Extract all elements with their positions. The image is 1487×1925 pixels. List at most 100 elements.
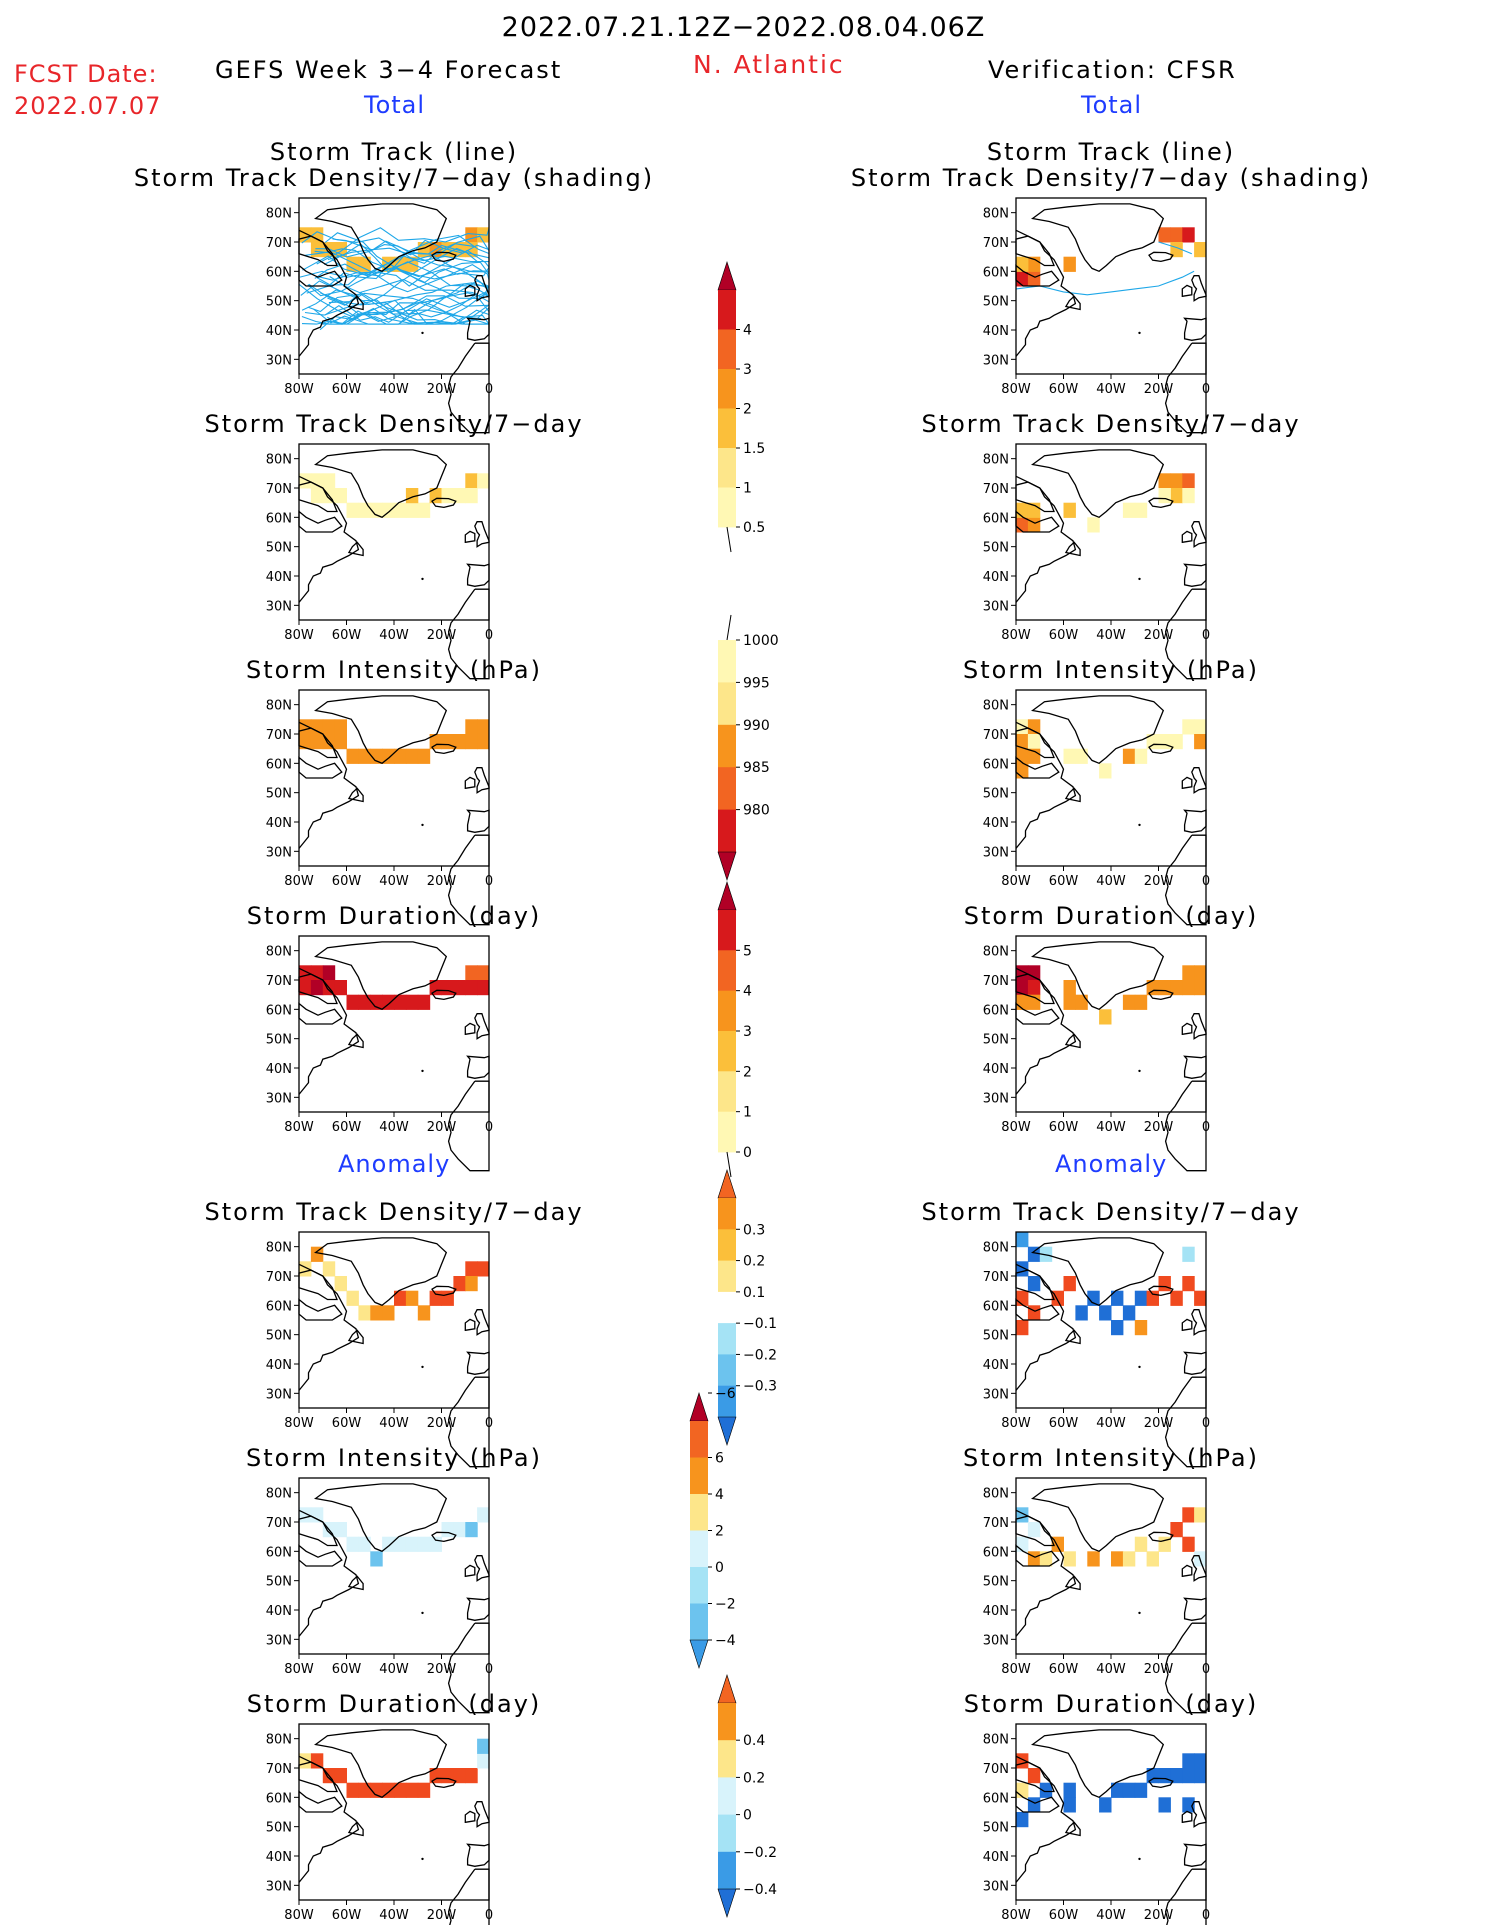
lon-tick-label: 20W bbox=[427, 874, 457, 889]
heat-cell bbox=[1158, 227, 1171, 243]
heat-cell bbox=[1158, 1276, 1171, 1292]
heat-cell bbox=[429, 488, 442, 504]
lat-tick-label: 50N bbox=[983, 1821, 1009, 1836]
heat-cell bbox=[1158, 1536, 1171, 1552]
colorbar-tick-label: 4 bbox=[743, 323, 752, 339]
heat-cell bbox=[1170, 242, 1183, 258]
colorbar-tick-label: 6 bbox=[715, 1451, 724, 1467]
panel-title: Storm Duration (day) bbox=[963, 1690, 1259, 1718]
heat-cell bbox=[429, 734, 442, 750]
heat-cell bbox=[358, 1305, 371, 1321]
colorbar-tick-label: 5 bbox=[743, 943, 752, 959]
coastline bbox=[298, 1761, 338, 1793]
coastline bbox=[1183, 1597, 1207, 1621]
heat-cell bbox=[1111, 1551, 1124, 1567]
coastline bbox=[1031, 203, 1165, 273]
heat-cell bbox=[1134, 1536, 1148, 1552]
coastline bbox=[347, 295, 364, 311]
coastline bbox=[464, 1022, 476, 1036]
heat-cell bbox=[310, 1753, 324, 1769]
coastlines bbox=[298, 203, 490, 434]
heat-cell bbox=[477, 965, 490, 981]
lon-tick-label: 20W bbox=[1144, 1416, 1174, 1431]
panel-title: Storm Intensity (hPa) bbox=[963, 656, 1259, 684]
lon-tick-label: 20W bbox=[1144, 1908, 1174, 1923]
heat-cell bbox=[477, 1753, 490, 1769]
coastline bbox=[466, 317, 490, 341]
lat-tick-label: 40N bbox=[983, 1062, 1009, 1077]
storm-track-line bbox=[326, 285, 490, 325]
coastlines bbox=[1015, 695, 1207, 926]
colorbar-arrow-bottom bbox=[689, 1639, 709, 1669]
lon-tick-label: 40W bbox=[1096, 1908, 1126, 1923]
heat-cell bbox=[1075, 748, 1088, 764]
storm-track-line bbox=[301, 283, 489, 325]
colorbar-segment bbox=[718, 809, 736, 853]
coastline bbox=[1164, 342, 1207, 434]
colorbar-segment bbox=[718, 1777, 736, 1815]
heat-cell bbox=[346, 1536, 359, 1552]
coastline bbox=[298, 973, 338, 1005]
coastline bbox=[1015, 1755, 1077, 1883]
heat-cell bbox=[394, 502, 407, 518]
lat-tick-label: 80N bbox=[266, 1487, 292, 1502]
heat-cell bbox=[465, 1522, 478, 1538]
heat-cell bbox=[394, 1290, 407, 1306]
lon-tick-label: 40W bbox=[379, 1416, 409, 1431]
heat-cell bbox=[1016, 1290, 1029, 1306]
lon-tick-label: 0 bbox=[1202, 1120, 1210, 1135]
coastline bbox=[1015, 510, 1060, 533]
lon-tick-label: 20W bbox=[427, 1662, 457, 1677]
coastline bbox=[298, 510, 343, 533]
heat-cell bbox=[334, 719, 347, 735]
panel-title: Storm Track (line) bbox=[986, 138, 1236, 166]
heat-cell bbox=[334, 1276, 347, 1292]
lon-tick-label: 60W bbox=[1049, 1908, 1079, 1923]
heat-cell bbox=[1027, 271, 1041, 287]
coastline bbox=[1015, 481, 1055, 513]
coastline bbox=[474, 767, 490, 794]
forecast-anomaly-heading: Anomaly bbox=[338, 1150, 451, 1178]
coastline bbox=[1015, 1515, 1055, 1547]
lon-tick-label: 40W bbox=[1096, 1416, 1126, 1431]
heat-cell bbox=[405, 1782, 419, 1798]
colorbar-tick-label: 0.4 bbox=[743, 1733, 765, 1749]
lat-tick-label: 70N bbox=[266, 728, 292, 743]
colorbar-tick-label: −0.4 bbox=[743, 1882, 777, 1898]
coastline bbox=[314, 1729, 448, 1799]
lat-tick-label: 80N bbox=[266, 207, 292, 222]
heat-cell bbox=[1099, 763, 1112, 779]
heat-cell bbox=[310, 719, 324, 735]
coastline bbox=[298, 481, 338, 513]
coastline bbox=[298, 756, 343, 779]
lat-tick-label: 80N bbox=[983, 453, 1009, 468]
heat-cell bbox=[1027, 517, 1041, 533]
heat-cell bbox=[1016, 1536, 1029, 1552]
lat-tick-label: 70N bbox=[266, 974, 292, 989]
colorbar-tick-label: 1 bbox=[743, 1105, 752, 1121]
colorbar-segment bbox=[718, 1291, 736, 1324]
heat-cell bbox=[405, 1290, 419, 1306]
coastline bbox=[298, 727, 338, 759]
island-dot bbox=[421, 1857, 424, 1861]
heat-cell bbox=[310, 1246, 324, 1262]
coastline bbox=[1164, 834, 1207, 926]
storm-track-line bbox=[298, 280, 490, 317]
panel-title: Storm Duration (day) bbox=[246, 1690, 542, 1718]
date-range-title: 2022.07.21.12Z−2022.08.04.06Z bbox=[501, 12, 986, 43]
map-fc_anom_intensity: 80N 70N 60N 50N 40N 30N 80W 60W 40W 20W 0 bbox=[266, 1477, 493, 1714]
lat-tick-label: 40N bbox=[983, 1850, 1009, 1865]
heat-cell bbox=[1158, 980, 1171, 996]
coastline bbox=[298, 1263, 360, 1391]
heat-cell bbox=[310, 734, 324, 750]
lat-tick-label: 60N bbox=[983, 757, 1009, 772]
heat-cell bbox=[1122, 1782, 1136, 1798]
storm-track-line bbox=[319, 307, 490, 331]
heat-cell bbox=[1134, 502, 1148, 518]
lon-tick-label: 0 bbox=[1202, 1416, 1210, 1431]
heat-cell bbox=[465, 227, 478, 243]
coastline bbox=[1191, 1013, 1207, 1040]
heat-cell bbox=[334, 488, 347, 504]
heat-cell bbox=[441, 734, 454, 750]
coastline bbox=[1183, 563, 1207, 587]
